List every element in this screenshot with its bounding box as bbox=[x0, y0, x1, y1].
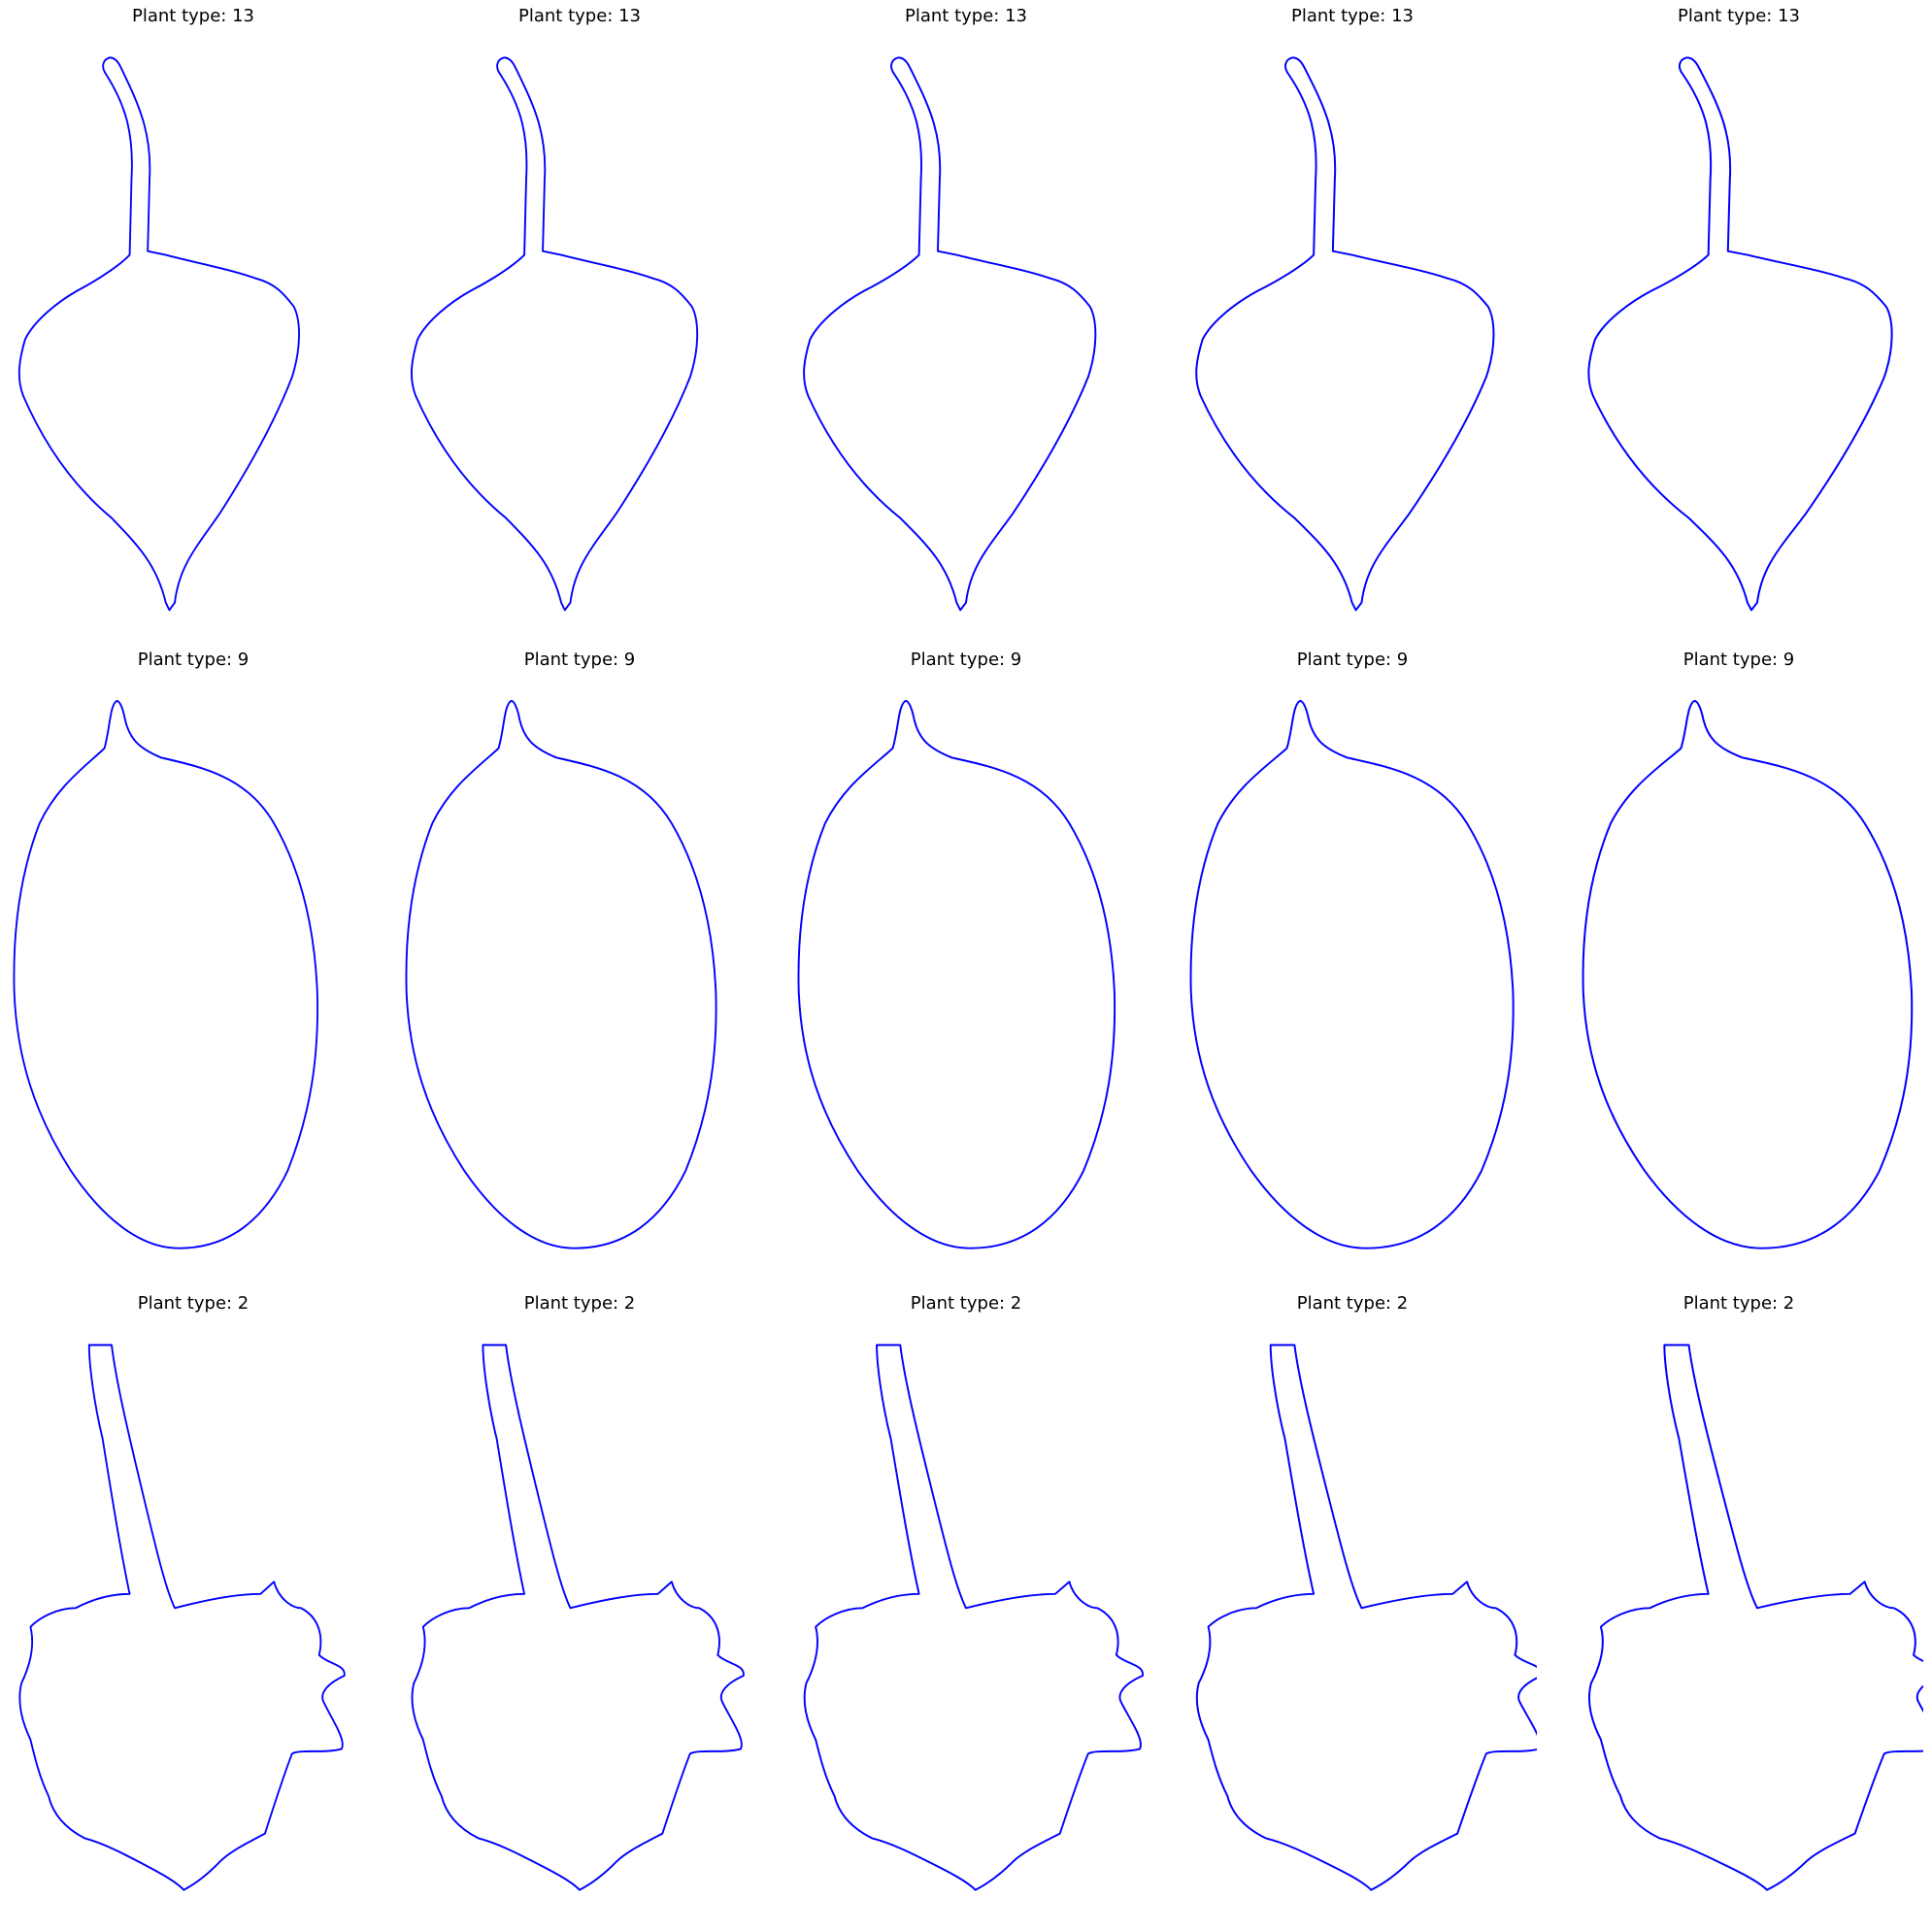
leaf-contour bbox=[1189, 700, 1515, 1249]
panel-title: Plant type: 13 bbox=[1291, 6, 1414, 26]
leaf-contour bbox=[1582, 700, 1914, 1249]
leaf-outline bbox=[1195, 56, 1495, 612]
leaf-contour bbox=[17, 56, 300, 612]
leaf-panel: Plant type: 2 bbox=[0, 1287, 386, 1931]
leaf-contour bbox=[803, 1344, 1144, 1891]
leaf-outline bbox=[411, 56, 699, 612]
leaf-panel: Plant type: 9 bbox=[773, 644, 1159, 1287]
leaf-contour bbox=[405, 700, 717, 1249]
leaf-panel: Plant type: 13 bbox=[773, 0, 1159, 644]
panel-title: Plant type: 2 bbox=[910, 1293, 1022, 1314]
leaf-outline bbox=[405, 700, 717, 1249]
leaf-outline bbox=[1582, 700, 1914, 1249]
panel-title: Plant type: 2 bbox=[1682, 1293, 1795, 1314]
panel-title: Plant type: 9 bbox=[1682, 650, 1795, 670]
leaf-contour bbox=[1195, 56, 1495, 612]
leaf-outline bbox=[17, 56, 300, 612]
leaf-panel: Plant type: 9 bbox=[1546, 644, 1932, 1287]
leaf-contour bbox=[13, 700, 318, 1249]
panel-title: Plant type: 2 bbox=[137, 1293, 250, 1314]
leaf-outline bbox=[803, 1344, 1144, 1891]
leaf-outline bbox=[1189, 700, 1515, 1249]
panel-title: Plant type: 9 bbox=[523, 650, 636, 670]
leaf-contour bbox=[803, 56, 1097, 612]
leaf-contour bbox=[1587, 56, 1893, 612]
panel-title: Plant type: 13 bbox=[905, 6, 1027, 26]
leaf-outline bbox=[411, 1344, 745, 1891]
panel-title: Plant type: 13 bbox=[518, 6, 641, 26]
panel-title: Plant type: 13 bbox=[1678, 6, 1800, 26]
leaf-contour bbox=[411, 1344, 745, 1891]
leaf-contour bbox=[1587, 1344, 1923, 1891]
leaf-panel: Plant type: 13 bbox=[1546, 0, 1932, 644]
leaf-panel: Plant type: 13 bbox=[386, 0, 773, 644]
leaf-outline bbox=[797, 700, 1116, 1249]
leaf-outline bbox=[803, 56, 1097, 612]
leaf-contour bbox=[1195, 1344, 1537, 1891]
leaf-panel: Plant type: 13 bbox=[0, 0, 386, 644]
leaf-panel: Plant type: 9 bbox=[0, 644, 386, 1287]
leaf-outline bbox=[13, 700, 318, 1249]
leaf-panel: Plant type: 2 bbox=[773, 1287, 1159, 1931]
leaf-panel: Plant type: 2 bbox=[1159, 1287, 1546, 1931]
leaf-panel: Plant type: 9 bbox=[1159, 644, 1546, 1287]
panel-title: Plant type: 9 bbox=[910, 650, 1022, 670]
leaf-outline bbox=[1587, 1344, 1923, 1891]
leaf-panel: Plant type: 2 bbox=[1546, 1287, 1932, 1931]
leaf-panel: Plant type: 2 bbox=[386, 1287, 773, 1931]
leaf-contour bbox=[411, 56, 699, 612]
leaf-outline bbox=[1587, 56, 1893, 612]
leaf-outline bbox=[18, 1344, 346, 1891]
leaf-contour bbox=[797, 700, 1116, 1249]
panel-title: Plant type: 2 bbox=[523, 1293, 636, 1314]
panel-title: Plant type: 2 bbox=[1296, 1293, 1409, 1314]
leaf-panel: Plant type: 9 bbox=[386, 644, 773, 1287]
leaf-contour bbox=[18, 1344, 346, 1891]
panel-title: Plant type: 9 bbox=[137, 650, 250, 670]
panel-title: Plant type: 13 bbox=[132, 6, 254, 26]
leaf-panel: Plant type: 13 bbox=[1159, 0, 1546, 644]
leaf-outline bbox=[1195, 1344, 1537, 1891]
panel-title: Plant type: 9 bbox=[1296, 650, 1409, 670]
